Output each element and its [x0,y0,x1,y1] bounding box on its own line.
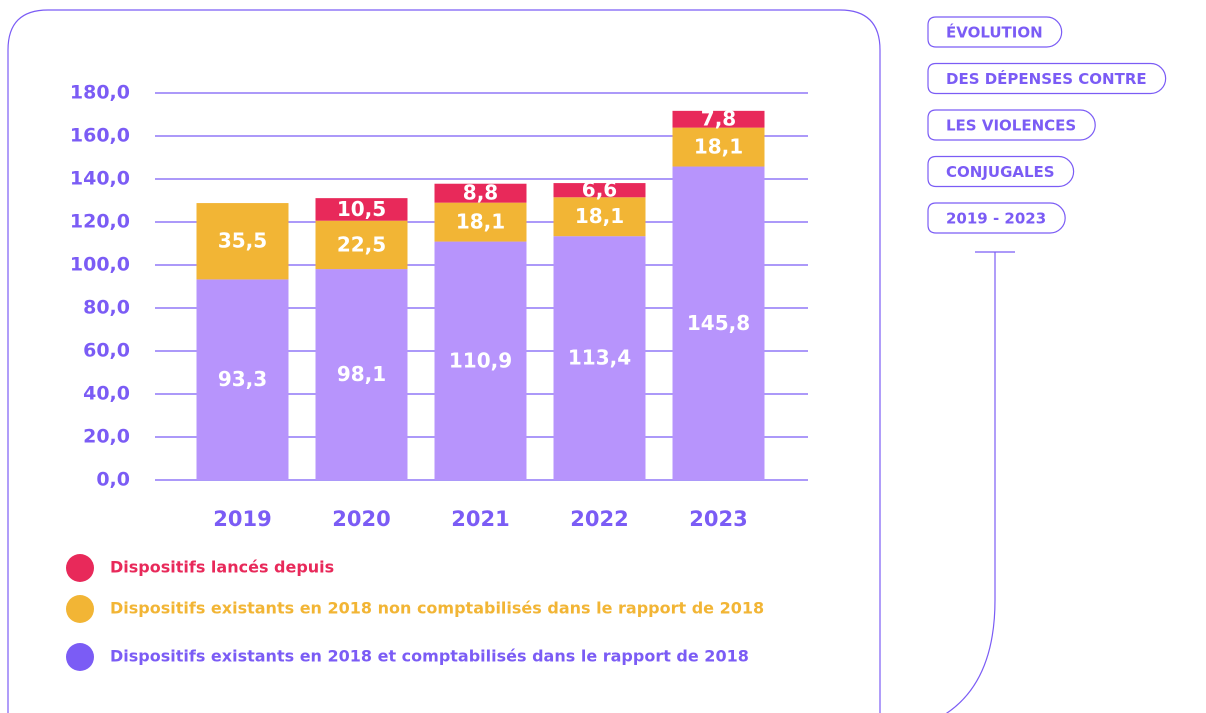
value-label: 8,8 [463,181,498,205]
panel-border [7,9,881,713]
bar-segment [672,166,765,480]
value-label: 110,9 [449,348,512,372]
y-tick-label: 160,0 [70,125,130,147]
y-tick-label: 80,0 [83,297,130,319]
y-tick-label: 120,0 [70,211,130,233]
y-tick-label: 0,0 [96,469,130,491]
x-tick-label: 2023 [689,507,747,531]
legend-label: Dispositifs existants en 2018 et comptab… [110,647,749,666]
value-label: 18,1 [694,135,743,159]
value-label: 93,3 [218,367,267,391]
legend-label: Dispositifs existants en 2018 non compta… [110,599,764,618]
title-pill [927,109,1096,141]
value-label: 35,5 [218,229,267,253]
legend-swatch [66,643,94,671]
title-pill [927,202,1066,234]
y-tick-label: 100,0 [70,254,130,276]
bar-segment [553,236,646,480]
title-line: CONJUGALES [946,163,1055,181]
value-label: 6,6 [582,178,617,202]
title-line: DES DÉPENSES CONTRE [946,69,1147,88]
y-tick-label: 180,0 [70,82,130,104]
bar-segment [434,202,527,242]
title-pill [927,155,1075,188]
x-tick-label: 2019 [213,507,271,531]
bar-segment [196,203,289,280]
bar-segment [434,183,527,203]
legend-label: Dispositifs lancés depuis [110,558,334,577]
y-tick-label: 140,0 [70,168,130,190]
bar-segment [672,127,765,167]
title-pill [927,16,1063,48]
y-tick-label: 60,0 [83,340,130,362]
value-label: 7,8 [701,107,736,131]
legend-swatch [66,554,94,582]
title-line: 2019 - 2023 [946,210,1046,228]
bar-segment [315,198,408,221]
y-tick-label: 40,0 [83,383,130,405]
value-label: 113,4 [568,346,631,370]
value-label: 10,5 [337,197,386,221]
y-tick-label: 20,0 [83,426,130,448]
bar-segment [553,197,646,237]
bar-segment [315,269,408,480]
value-label: 22,5 [337,232,386,256]
title-line: ÉVOLUTION [946,23,1043,42]
value-label: 18,1 [575,204,624,228]
title-line: LES VIOLENCES [946,117,1076,135]
bar-segment [434,241,527,480]
bar-segment [553,183,646,198]
decor-line [945,252,996,713]
title-pill [927,62,1167,95]
bar-segment [196,279,289,480]
bar-segment [315,220,408,270]
bar-segment [672,110,765,128]
legend-swatch [66,595,94,623]
value-label: 98,1 [337,362,386,386]
value-label: 18,1 [456,210,505,234]
x-tick-label: 2022 [570,507,628,531]
x-tick-label: 2020 [332,507,390,531]
value-label: 145,8 [687,311,750,335]
x-tick-label: 2021 [451,507,509,531]
